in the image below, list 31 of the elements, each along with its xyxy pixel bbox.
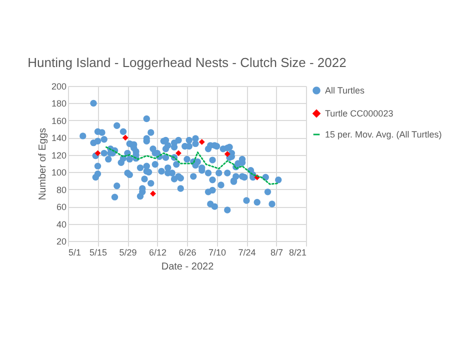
y-tick-label: 100 <box>51 168 66 178</box>
point <box>150 190 156 197</box>
y-tick-label: 20 <box>56 236 66 246</box>
x-tick-label: 7/10 <box>208 248 226 258</box>
y-tick-label: 160 <box>51 116 66 126</box>
x-axis-title: Date - 2022 <box>161 262 214 272</box>
legend-label: Turtle CC000023 <box>325 108 394 118</box>
point <box>94 150 101 156</box>
x-tick-label: 8/7 <box>270 248 284 258</box>
y-tick-label: 180 <box>51 98 66 109</box>
point <box>224 151 230 157</box>
x-tick-label: 6/12 <box>148 248 167 258</box>
y-axis-title: Number of Eggs <box>37 128 48 200</box>
x-tick-label: 6/26 <box>178 248 196 258</box>
y-tick-label: 140 <box>51 133 66 144</box>
y-tick-label: 40 <box>56 219 66 230</box>
y-tick-label: 200 <box>51 82 66 92</box>
x-tick-label: 8/21 <box>288 248 306 258</box>
x-tick-label: 5/1 <box>68 248 82 258</box>
y-tick-label: 80 <box>56 184 66 195</box>
legend-label: 15 per. Mov. Avg. (All Turtles) <box>325 130 442 140</box>
x-tick-label: 5/15 <box>89 248 108 258</box>
legend-label: All Turtles <box>325 86 366 96</box>
y-tick-label: 120 <box>51 150 66 160</box>
y-tick-label: 60 <box>56 202 66 212</box>
point <box>198 139 205 145</box>
point <box>122 134 128 141</box>
point <box>176 150 182 156</box>
x-tick-label: 5/29 <box>119 248 137 258</box>
x-tick-label: 7/24 <box>238 248 256 258</box>
chart-title: Hunting Island - Loggerhead Nests - Clutch Size - 2022 <box>28 55 346 70</box>
